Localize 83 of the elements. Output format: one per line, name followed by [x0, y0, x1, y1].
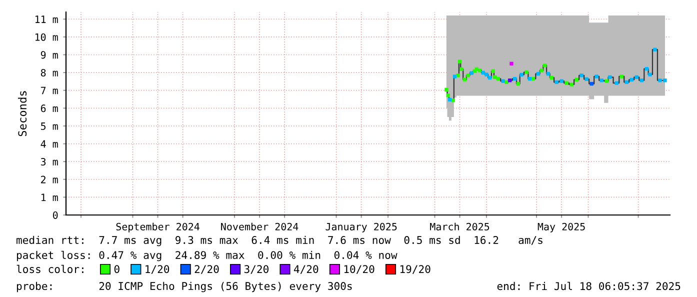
point [564, 81, 568, 85]
point [446, 94, 450, 98]
point [540, 68, 544, 72]
point [594, 74, 598, 78]
point [484, 72, 488, 76]
point [451, 98, 455, 102]
y-tick-label: 0 [52, 211, 58, 219]
point [448, 98, 452, 102]
point [458, 60, 462, 64]
point [452, 74, 457, 78]
point [624, 80, 628, 84]
point [478, 68, 482, 72]
point [470, 71, 474, 75]
point [528, 76, 532, 81]
y-tick-label: 10 m [35, 33, 58, 41]
point [604, 79, 608, 83]
y-tick-label: 8 m [40, 68, 58, 77]
point [644, 66, 648, 71]
point [574, 78, 578, 82]
point [570, 82, 574, 86]
point [520, 72, 524, 77]
point [531, 76, 536, 81]
legend-label: 2/20 [194, 265, 219, 274]
y-tick-label: 1 m [42, 194, 58, 202]
point [663, 78, 667, 82]
point [580, 74, 584, 78]
point [536, 72, 540, 76]
point [648, 72, 652, 76]
point [510, 62, 514, 66]
legend-label: 19/20 [400, 265, 430, 274]
point [512, 76, 517, 81]
y-tick-label: 6 m [40, 104, 58, 112]
point [460, 67, 464, 71]
point [462, 78, 467, 82]
y-tick-label: 4 m [40, 140, 58, 148]
legend-label: 10/20 [344, 265, 374, 274]
point [554, 80, 558, 84]
point [488, 76, 492, 80]
x-tick-label: September 2024 [116, 222, 200, 232]
point [614, 81, 618, 85]
point [590, 82, 594, 86]
point [516, 82, 520, 86]
y-tick-label: 2 m [41, 176, 58, 184]
point [620, 74, 624, 78]
text: probe: 20 ICMP Echo Pings (56 Bytes) every 300s [16, 282, 352, 292]
x-tick-label: January 2025 [326, 222, 397, 232]
point [496, 76, 500, 81]
x-tick-label: March 2025 [430, 222, 490, 230]
point [491, 69, 495, 73]
point [508, 78, 512, 82]
legend-label: 4/20 [294, 265, 318, 274]
x-tick-label: November 2024 [221, 222, 298, 230]
text: end: Fri Jul 18 06:05:37 2025 [497, 282, 680, 290]
y-tick-label: 3 m [40, 158, 58, 166]
legend-title: loss color: [16, 264, 84, 274]
legend-label: 1/20 [146, 265, 170, 274]
y-tick-label: 7 m [40, 86, 58, 94]
legend-label: 3/20 [244, 265, 268, 274]
point [640, 78, 644, 82]
point [600, 78, 604, 82]
point [630, 78, 634, 82]
point [658, 78, 662, 82]
text: packet loss: 0.47 % avg 24.89 % max 0.00 % min 0.04 % now [16, 250, 398, 262]
point [584, 77, 588, 81]
legend-label: 0 [114, 265, 120, 274]
point [608, 75, 612, 80]
y-tick-label: 11 m [35, 16, 58, 23]
x-tick-label: May 2025 [538, 222, 585, 232]
point [543, 64, 547, 68]
y-tick-label: 9 m [40, 51, 58, 59]
point [634, 75, 638, 80]
point [524, 70, 528, 74]
point [501, 79, 505, 83]
y-axis-title: Seconds [18, 91, 27, 136]
point [546, 72, 550, 76]
point [550, 76, 554, 80]
point [456, 74, 460, 78]
point [560, 79, 564, 83]
point [653, 48, 657, 52]
point [492, 75, 497, 80]
point [444, 88, 448, 92]
y-tick-label: 5 m [41, 122, 58, 130]
text: median rtt: 7.7 ms avg 9.3 ms max 6.4 ms min 7.6 ms now 0.5 ms sd 16.2 am/s [16, 236, 542, 246]
